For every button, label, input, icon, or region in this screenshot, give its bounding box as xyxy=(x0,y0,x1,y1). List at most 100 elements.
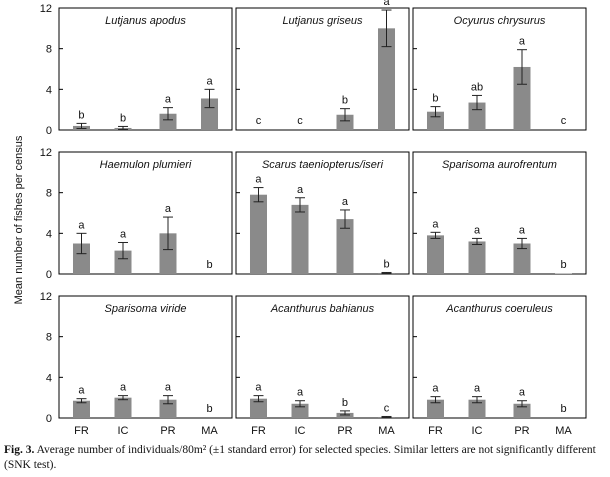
bar xyxy=(72,243,90,274)
x-category-label: IC xyxy=(295,425,306,437)
significance-letter: b xyxy=(206,259,212,271)
bar xyxy=(513,66,531,130)
significance-letter: c xyxy=(297,115,303,127)
caption-text: Average number of individuals/80m² (±1 s… xyxy=(4,444,596,471)
bar xyxy=(249,398,267,418)
significance-letter: a xyxy=(78,385,85,397)
panel-frame xyxy=(235,151,410,275)
y-axis-label: Mean number of fishes per census xyxy=(13,135,25,304)
significance-letter: a xyxy=(519,36,526,48)
bar xyxy=(159,113,177,130)
panel-frame xyxy=(58,295,233,419)
bar xyxy=(336,412,354,418)
chart-panel: 0 4 8 12 Lutjanus apodus b b a a xyxy=(40,3,233,137)
bar xyxy=(159,233,177,274)
significance-letter: b xyxy=(206,403,212,415)
significance-letter: a xyxy=(120,228,127,240)
y-tick-label: 0 xyxy=(46,125,52,137)
significance-letter: ab xyxy=(471,81,483,93)
significance-letter: a xyxy=(120,382,127,394)
chart-panel: 0 4 8 12 Haemulon plumieri a a a b xyxy=(40,147,233,281)
significance-letter: b xyxy=(342,95,348,107)
significance-letter: a xyxy=(165,382,172,394)
panel-frame xyxy=(235,7,410,131)
panel-title: Haemulon plumieri xyxy=(100,159,192,171)
bar xyxy=(468,241,486,274)
bar xyxy=(513,403,531,418)
panel-title: Ocyurus chrysurus xyxy=(454,15,546,27)
bar xyxy=(426,399,444,418)
panel-title: Lutjanus apodus xyxy=(105,15,186,27)
chart-panel: Ocyurus chrysurus b ab a c xyxy=(412,7,587,131)
significance-letter: a xyxy=(297,387,304,399)
significance-letter: a xyxy=(432,383,439,395)
significance-letter: a xyxy=(519,387,526,399)
y-tick-label: 4 xyxy=(46,228,52,240)
x-category-label: MA xyxy=(378,425,395,437)
significance-letter: b xyxy=(383,258,389,270)
significance-letter: a xyxy=(383,0,390,8)
x-category-label: PR xyxy=(337,425,352,437)
significance-letter: a xyxy=(432,218,439,230)
panel-frame xyxy=(235,295,410,419)
significance-letter: a xyxy=(78,219,85,231)
panel-title: Sparisoma aurofrentum xyxy=(442,159,557,171)
significance-letter: c xyxy=(561,115,567,127)
bar xyxy=(114,397,132,418)
chart-panel: Lutjanus griseus c c b a xyxy=(235,0,410,131)
y-tick-label: 4 xyxy=(46,372,52,384)
significance-letter: b xyxy=(560,259,566,271)
panel-title: Lutjanus griseus xyxy=(282,15,363,27)
x-category-label: PR xyxy=(514,425,529,437)
caption-label: Fig. 3. xyxy=(4,444,35,456)
significance-letter: b xyxy=(342,397,348,409)
x-category-label: IC xyxy=(472,425,483,437)
bar xyxy=(291,403,309,418)
bar xyxy=(201,98,219,130)
bar xyxy=(114,250,132,274)
panel-title: Sparisoma viride xyxy=(105,303,187,315)
significance-letter: b xyxy=(120,112,126,124)
bar xyxy=(336,114,354,130)
bar xyxy=(159,399,177,418)
significance-letter: a xyxy=(519,224,526,236)
y-tick-label: 8 xyxy=(46,44,52,56)
significance-letter: a xyxy=(297,184,304,196)
significance-letter: a xyxy=(255,382,262,394)
chart-panel: Acanthurus coeruleus a a a b xyxy=(412,295,587,419)
bar xyxy=(291,204,309,274)
x-category-label: MA xyxy=(555,425,572,437)
significance-letter: c xyxy=(384,402,390,414)
x-category-label: PR xyxy=(160,425,175,437)
significance-letter: b xyxy=(560,403,566,415)
x-category-label: MA xyxy=(201,425,218,437)
significance-letter: a xyxy=(165,203,172,215)
bar xyxy=(378,28,396,130)
bar xyxy=(72,400,90,418)
panel-title: Acanthurus coeruleus xyxy=(445,303,553,315)
panels-group: 0 4 8 12 Lutjanus apodus b b a a Lutjanus griseus… xyxy=(40,0,587,425)
x-category-label: FR xyxy=(428,425,443,437)
significance-letter: b xyxy=(78,109,84,121)
significance-letter: a xyxy=(342,196,349,208)
panel-frame xyxy=(58,7,233,131)
figure-panel-grid: Mean number of fishes per census 0 4 8 12 Lu… xyxy=(13,0,587,437)
panel-title: Acanthurus bahianus xyxy=(270,303,375,315)
bar xyxy=(555,273,573,274)
bar xyxy=(249,194,267,274)
y-tick-label: 12 xyxy=(40,3,52,15)
panel-frame xyxy=(412,7,587,131)
chart-panel: Acanthurus bahianus a a b c xyxy=(235,295,410,419)
bar xyxy=(468,399,486,418)
panel-frame xyxy=(412,151,587,275)
significance-letter: a xyxy=(474,383,481,395)
bar xyxy=(336,219,354,274)
chart-panel: 0 4 8 12 Sparisoma viride a a a b xyxy=(40,291,233,425)
panel-frame xyxy=(58,151,233,275)
panel-frame xyxy=(412,295,587,419)
significance-letter: b xyxy=(432,93,438,105)
chart-panel: Sparisoma aurofrentum a a a b xyxy=(412,151,587,275)
significance-letter: a xyxy=(165,94,172,106)
x-category-label: IC xyxy=(118,425,129,437)
